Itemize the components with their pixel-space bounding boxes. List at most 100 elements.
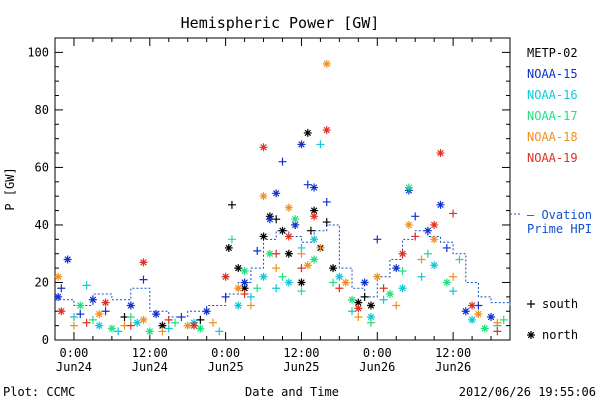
south-marker xyxy=(227,200,236,209)
y-tick-label: 40 xyxy=(35,218,49,232)
north-marker xyxy=(145,327,154,336)
south-marker xyxy=(449,209,458,218)
south-marker xyxy=(329,278,338,287)
y-axis-label: P [GW] xyxy=(3,167,17,210)
south-marker xyxy=(297,264,306,273)
south-marker xyxy=(379,295,388,304)
legend-entry: METP-02 xyxy=(527,46,578,60)
north-marker xyxy=(126,301,135,310)
south-marker xyxy=(101,307,110,316)
south-marker xyxy=(196,315,205,324)
south-marker xyxy=(354,312,363,321)
marker-legend-label: north xyxy=(542,328,578,342)
north-marker xyxy=(310,255,319,264)
x-tick-label-time: 0:00 xyxy=(60,346,89,360)
north-marker xyxy=(158,321,167,330)
north-marker xyxy=(139,258,148,267)
plot-timestamp: 2012/06/26 19:55:06 xyxy=(459,385,596,399)
south-marker xyxy=(423,249,432,258)
south-marker xyxy=(164,315,173,324)
south-marker xyxy=(373,235,382,244)
north-marker xyxy=(310,212,319,221)
north-marker xyxy=(329,264,338,273)
north-marker xyxy=(404,220,413,229)
marker-legend-label: south xyxy=(542,297,578,311)
north-marker xyxy=(354,298,363,307)
north-marker xyxy=(348,295,357,304)
north-marker xyxy=(240,284,249,293)
south-marker xyxy=(69,321,78,330)
x-tick-label-date: Jun24 xyxy=(56,360,92,374)
north-marker xyxy=(234,264,243,273)
north-marker xyxy=(76,301,85,310)
north-marker xyxy=(95,310,104,319)
south-marker xyxy=(215,327,224,336)
north-marker xyxy=(284,232,293,241)
x-tick-label-time: 0:00 xyxy=(363,346,392,360)
north-marker xyxy=(430,235,439,244)
south-marker xyxy=(246,301,255,310)
legend-entry: NOAA-16 xyxy=(527,88,578,102)
north-marker xyxy=(265,215,274,224)
north-marker xyxy=(398,284,407,293)
south-marker xyxy=(306,226,315,235)
north-marker xyxy=(265,249,274,258)
x-tick-label-date: Jun26 xyxy=(359,360,395,374)
north-marker xyxy=(152,310,161,319)
north-marker xyxy=(291,220,300,229)
south-marker xyxy=(411,232,420,241)
south-marker xyxy=(297,249,306,258)
south-marker xyxy=(360,292,369,301)
north-marker xyxy=(474,310,483,319)
legend: METP-02 NOAA-15 NOAA-16 NOAA-17 NOAA-18 NOAA-… xyxy=(527,46,578,165)
south-marker xyxy=(322,197,331,206)
south-marker xyxy=(442,243,451,252)
north-marker xyxy=(297,278,306,287)
north-marker xyxy=(133,318,142,327)
south-marker xyxy=(82,318,91,327)
ovation-legend-label-2: Prime HPI xyxy=(527,222,592,236)
south-marker xyxy=(379,284,388,293)
north-marker xyxy=(366,301,375,310)
x-tick-label-date: Jun25 xyxy=(283,360,319,374)
north-marker xyxy=(360,278,369,287)
south-marker xyxy=(366,318,375,327)
south-marker xyxy=(114,327,123,336)
plot-frame xyxy=(54,37,511,341)
north-marker xyxy=(284,249,293,258)
south-marker xyxy=(417,255,426,264)
south-marker xyxy=(417,272,426,281)
south-marker xyxy=(158,327,167,336)
marker-legend: south north xyxy=(527,297,578,342)
north-marker xyxy=(284,278,293,287)
south-marker xyxy=(253,246,262,255)
south-marker xyxy=(82,281,91,290)
plot-credit: Plot: CCMC xyxy=(3,385,75,399)
south-marker xyxy=(272,264,281,273)
north-marker xyxy=(322,126,331,135)
south-marker xyxy=(316,243,325,252)
south-marker xyxy=(272,284,281,293)
north-marker xyxy=(63,255,72,264)
x-tick-label-time: 12:00 xyxy=(435,346,471,360)
series-noaa-18 xyxy=(54,59,502,336)
north-marker xyxy=(54,292,63,301)
south-marker xyxy=(335,284,344,293)
x-tick-label-time: 12:00 xyxy=(283,346,319,360)
north-marker xyxy=(88,295,97,304)
chart-title: Hemispheric Power [GW] xyxy=(181,14,380,32)
north-marker xyxy=(373,272,382,281)
y-tick-label: 80 xyxy=(35,103,49,117)
north-marker xyxy=(341,278,350,287)
north-marker xyxy=(240,266,249,275)
data-points xyxy=(54,59,508,336)
south-marker xyxy=(221,292,230,301)
x-tick-label-date: Jun24 xyxy=(132,360,168,374)
series-noaa-15 xyxy=(54,140,496,321)
north-marker xyxy=(442,278,451,287)
south-marker xyxy=(278,157,287,166)
south-marker xyxy=(126,312,135,321)
north-marker xyxy=(259,192,268,201)
y-tick-label: 100 xyxy=(27,45,49,59)
